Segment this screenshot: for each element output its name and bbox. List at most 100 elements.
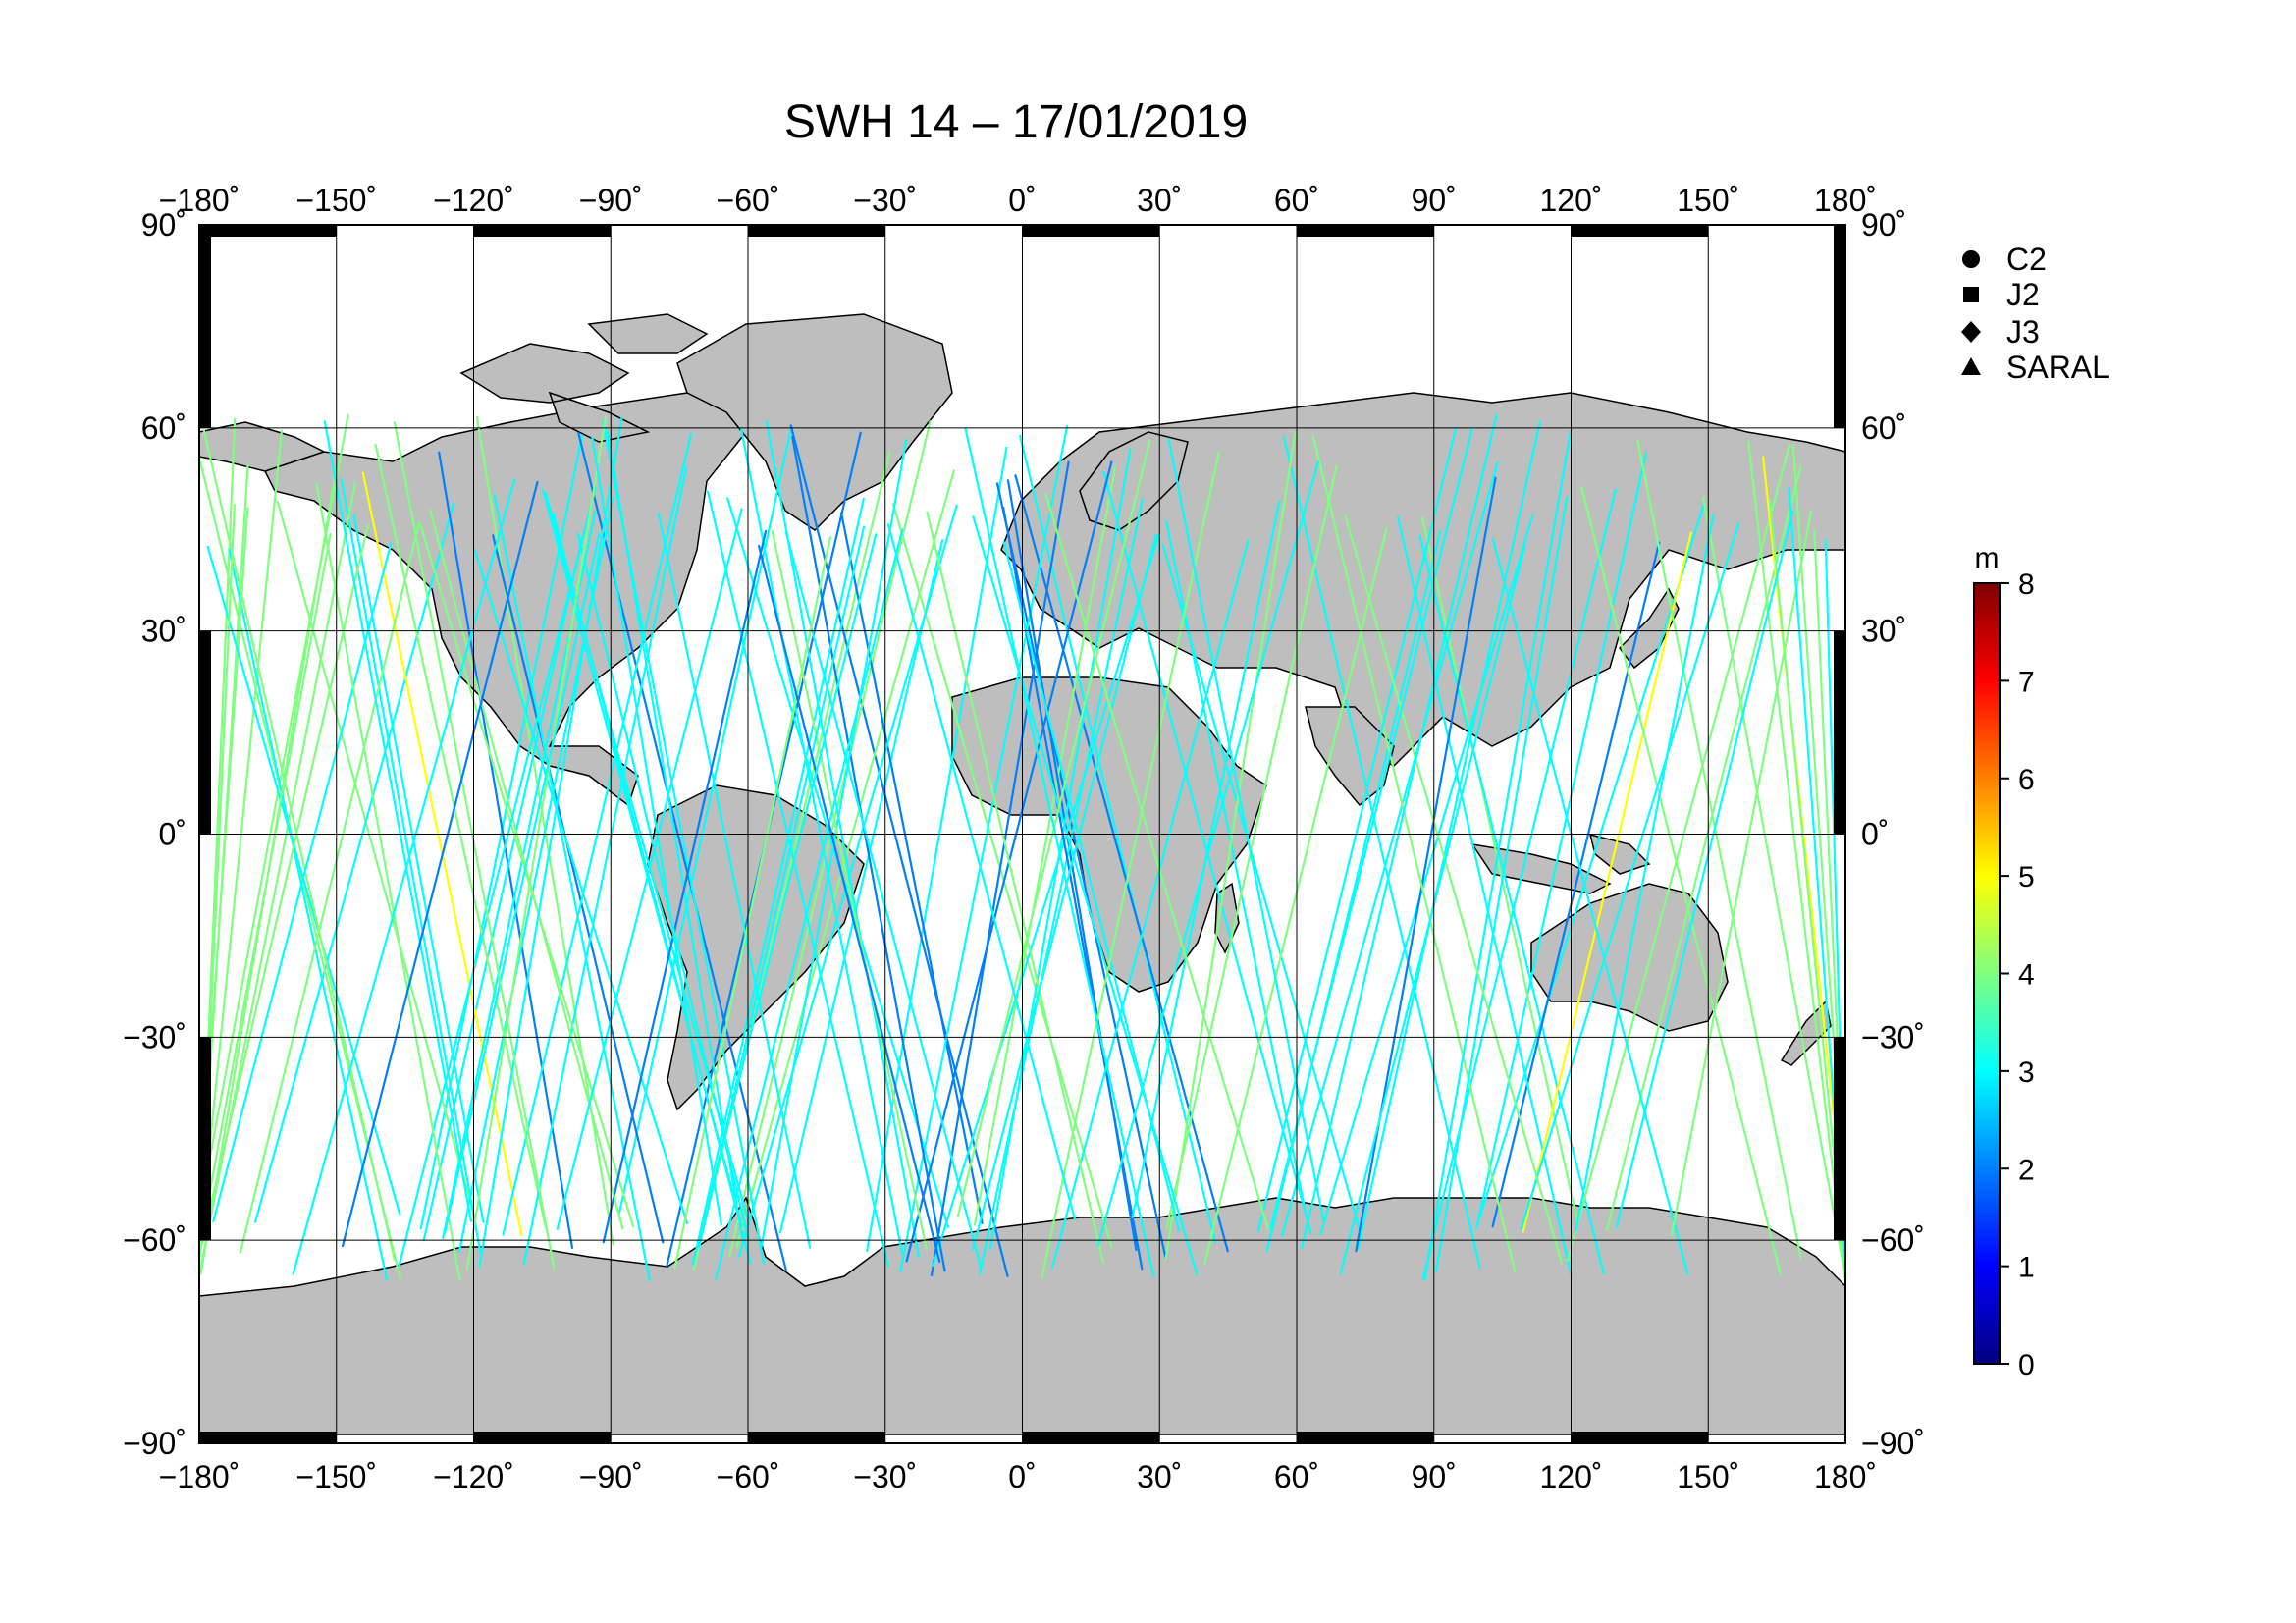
swh-track: [866, 446, 1008, 1253]
frame-bar-right: [1834, 225, 1845, 428]
swh-track: [323, 420, 473, 1222]
y-tick-label-right: −90˚: [1861, 1426, 1925, 1461]
swh-track: [784, 531, 982, 1268]
swh-track: [926, 511, 1104, 1264]
y-tick-label-right: 60˚: [1861, 410, 1906, 446]
swh-track: [429, 509, 624, 1230]
legend-label-j3: J3: [2006, 314, 2040, 350]
swh-track: [1575, 514, 1715, 1232]
swh-track: [886, 523, 1077, 1221]
swh-track: [1041, 451, 1220, 1279]
swh-track: [197, 524, 369, 1257]
swh-track: [988, 447, 1132, 1250]
swh-track: [591, 436, 722, 1226]
legend-square-icon: [1963, 287, 1979, 302]
x-axis-top-labels: −180˚ −150˚ −120˚ −90˚ −60˚ −30˚ 0˚ 30˚ 60˚ 90˚ 12…: [159, 183, 1877, 218]
y-tick-label-right: −30˚: [1861, 1019, 1925, 1055]
x-tick-label-top: −150˚: [295, 183, 377, 218]
y-tick-label-right: 90˚: [1861, 207, 1906, 243]
x-tick-label-top: −180˚: [159, 183, 240, 218]
y-axis-right-labels: 90˚ 60˚ 30˚ 0˚ −30˚ −60˚ −90˚: [1861, 207, 1925, 1461]
swh-track: [978, 498, 1144, 1276]
swh-track: [1319, 514, 1534, 1236]
swh-track: [418, 522, 635, 1228]
frame-bar-bottom: [199, 1432, 337, 1443]
swh-track: [206, 545, 401, 1216]
colorbar-tick-label: 7: [2018, 666, 2035, 698]
swh-track: [1300, 413, 1498, 1250]
colorbar-tick-label: 3: [2018, 1056, 2035, 1089]
x-tick-label-top: −90˚: [579, 183, 643, 218]
swh-track: [199, 469, 338, 1274]
frame-bar-top: [1022, 225, 1160, 237]
x-tick-label-bottom: 150˚: [1677, 1459, 1739, 1494]
x-tick-label-top: 90˚: [1412, 183, 1457, 218]
swh-track: [341, 480, 539, 1248]
swh-track: [465, 415, 608, 1271]
swh-track: [930, 460, 1070, 1277]
map-panel: [197, 224, 1847, 1444]
swh-track: [1423, 430, 1573, 1281]
swh-track: [444, 532, 601, 1234]
frame-bar-top: [473, 225, 612, 237]
x-tick-label-top: −120˚: [433, 183, 514, 218]
swh-track: [973, 465, 1117, 1226]
frame-bar-bottom: [1571, 1432, 1709, 1443]
swh-track: [576, 532, 750, 1241]
x-tick-label-bottom: −120˚: [433, 1459, 514, 1494]
colorbar-tick-label: 2: [2018, 1154, 2035, 1186]
swh-track: [1747, 441, 1847, 1282]
swh-track: [602, 529, 768, 1244]
swh-track: [771, 530, 928, 1250]
x-tick-label-bottom: 30˚: [1137, 1459, 1182, 1494]
frame-bar-bottom: [473, 1432, 612, 1443]
swh-track: [964, 427, 1155, 1278]
swh-track: [315, 482, 461, 1281]
x-tick-label-top: 120˚: [1539, 183, 1602, 218]
swh-track: [1434, 495, 1569, 1273]
colorbar-tick-label: 4: [2018, 959, 2035, 992]
swh-track: [1356, 420, 1541, 1251]
figure-title: SWH 14 – 17/01/2019: [784, 96, 1248, 148]
swh-track: [522, 465, 688, 1266]
colorbar: m 0 1 2 3 4 5 6 7 8: [1973, 542, 2035, 1381]
swh-track: [1311, 435, 1517, 1273]
x-tick-label-bottom: 120˚: [1539, 1459, 1602, 1494]
swh-track: [1522, 531, 1692, 1233]
legend-label-j2: J2: [2006, 277, 2040, 312]
x-tick-label-top: 0˚: [1008, 183, 1036, 218]
frame-bar-top: [748, 225, 885, 237]
frame-checker-bars: [199, 225, 1845, 1443]
y-tick-label-right: 30˚: [1861, 614, 1906, 649]
swh-track: [1050, 539, 1250, 1270]
frame-bar-right: [1834, 630, 1845, 835]
colorbar-tick-label: 0: [2018, 1349, 2035, 1381]
y-tick-label-left: 0˚: [159, 817, 187, 852]
swh-track: [542, 488, 743, 1227]
x-tick-label-top: −30˚: [853, 183, 917, 218]
swh-track: [1280, 460, 1499, 1238]
frame-bar-bottom: [748, 1432, 885, 1443]
swh-track: [1203, 527, 1388, 1266]
y-tick-label-left: 60˚: [141, 410, 187, 446]
swh-track: [1491, 541, 1661, 1228]
y-tick-label-left: −30˚: [123, 1019, 187, 1055]
legend-circle-icon: [1962, 250, 1980, 268]
swh-track: [1339, 543, 1526, 1275]
colorbar-tick-label: 5: [2018, 861, 2035, 893]
swh-track: [691, 497, 865, 1266]
x-tick-label-top: 180˚: [1814, 183, 1877, 218]
swh-track: [706, 490, 890, 1268]
x-tick-label-bottom: 60˚: [1274, 1459, 1319, 1494]
swh-track: [791, 435, 946, 1272]
x-tick-label-top: 60˚: [1274, 183, 1319, 218]
swh-track: [789, 424, 1009, 1277]
swh-track: [1702, 496, 1847, 1278]
x-tick-label-bottom: −30˚: [853, 1459, 917, 1494]
swh-track: [1044, 493, 1269, 1230]
swh-track: [556, 508, 743, 1230]
colorbar-tick-label: 6: [2018, 764, 2035, 796]
swh-track: [1421, 488, 1617, 1280]
swh-track: [1014, 474, 1229, 1253]
frame-bar-left: [199, 225, 211, 428]
